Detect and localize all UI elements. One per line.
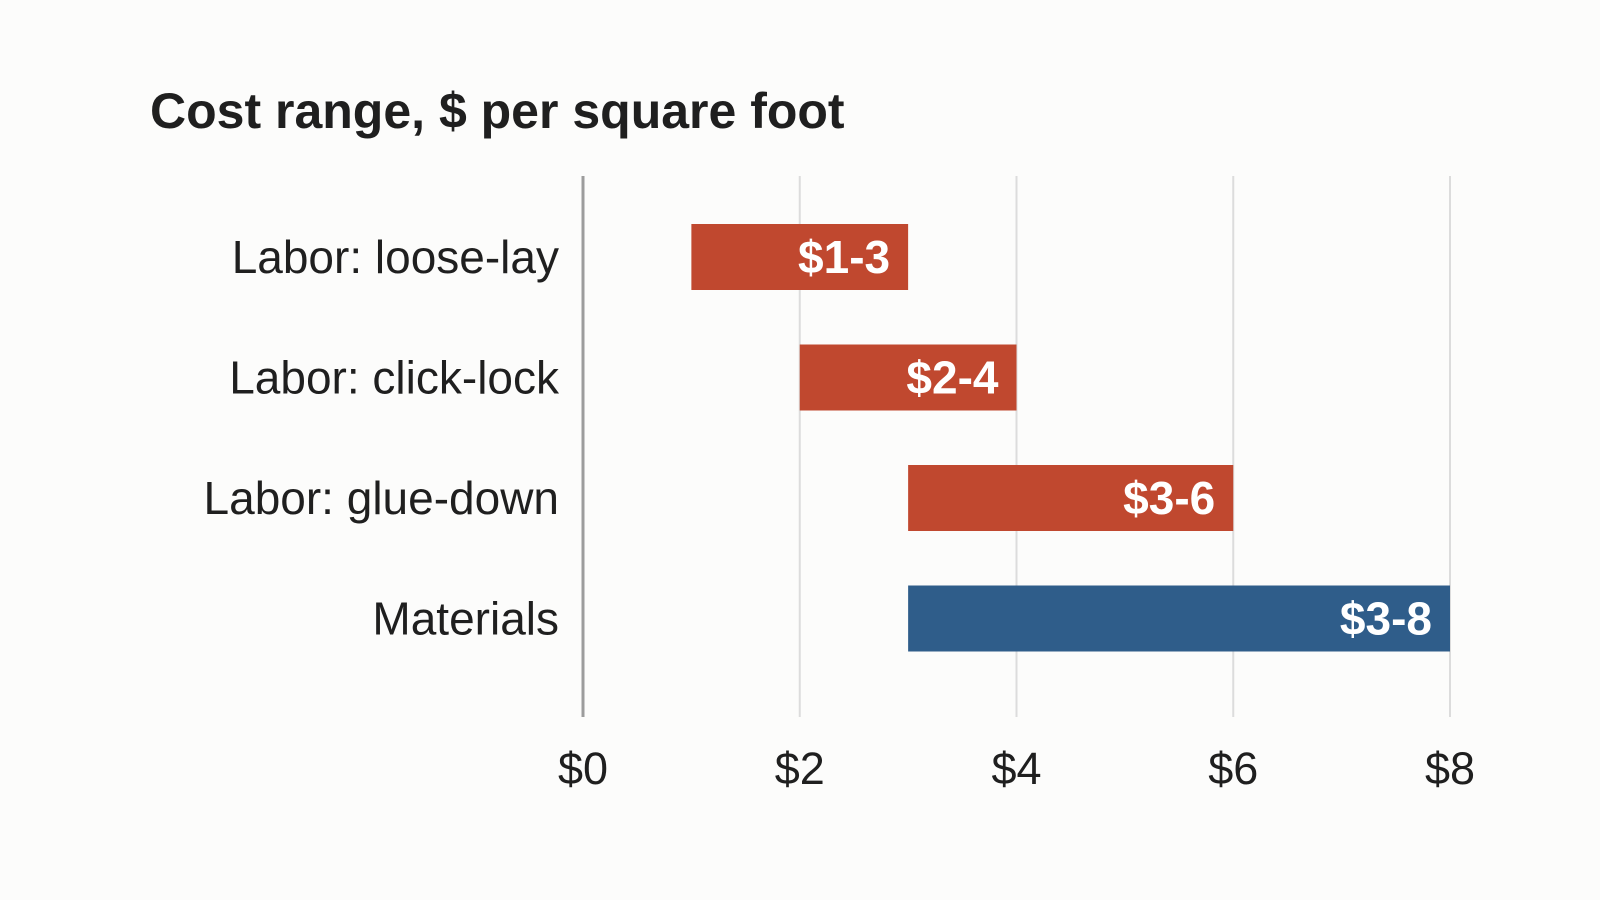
- x-tick-label-3: $6: [1208, 743, 1258, 794]
- bar-value-label-2: $3-6: [1123, 472, 1215, 524]
- bar-value-label-3: $3-8: [1340, 593, 1432, 645]
- bar-0: [691, 224, 909, 290]
- x-tick-label-2: $4: [991, 743, 1041, 794]
- bar-1: [799, 344, 1017, 411]
- category-label-2: Labor: glue-down: [204, 472, 559, 524]
- bar-value-label-1: $2-4: [906, 352, 998, 404]
- bars: $1-3 $2-4 $3-6 $3-8: [691, 224, 1450, 652]
- category-labels: Labor: loose-lay Labor: click-lock Labor: …: [204, 231, 560, 645]
- chart-title: Cost range, $ per square foot: [150, 83, 845, 139]
- x-tick-label-1: $2: [775, 743, 825, 794]
- x-tick-label-0: $0: [558, 743, 608, 794]
- x-tick-label-4: $8: [1425, 743, 1475, 794]
- bar-3: [908, 585, 1450, 652]
- category-label-0: Labor: loose-lay: [232, 231, 559, 283]
- category-label-1: Labor: click-lock: [229, 352, 560, 404]
- x-axis-ticks: $0 $2 $4 $6 $8: [558, 743, 1475, 794]
- bar-2: [908, 465, 1234, 531]
- category-label-3: Materials: [372, 593, 559, 645]
- bar-value-label-0: $1-3: [798, 231, 890, 283]
